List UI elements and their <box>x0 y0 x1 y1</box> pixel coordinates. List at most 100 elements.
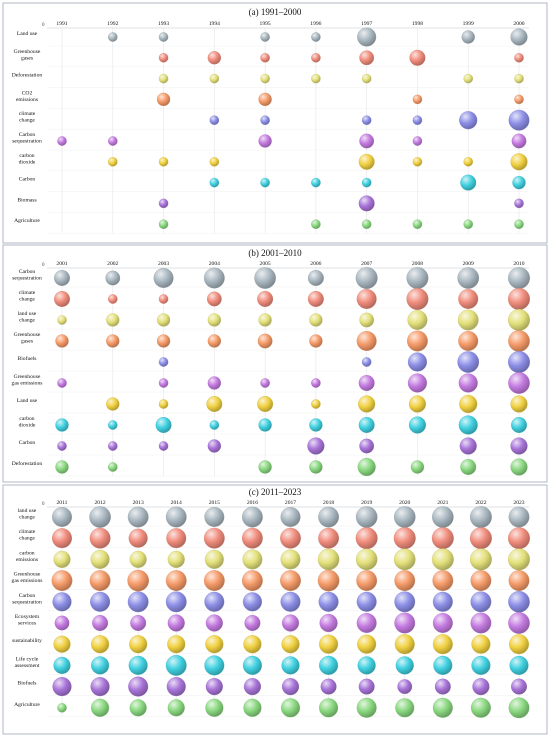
column-label: 2002 <box>107 261 118 267</box>
bubble-mark <box>458 331 479 351</box>
bubble-mark <box>53 635 71 653</box>
bubble-mark <box>412 157 423 167</box>
bubble-mark <box>158 157 169 167</box>
panel-frame <box>2 244 548 483</box>
bubble-mark <box>463 73 473 84</box>
panel-frame <box>2 484 548 735</box>
bubble-mark <box>57 441 67 451</box>
bubble-mark <box>406 288 429 310</box>
row-label: carbon <box>19 153 34 159</box>
bubble-mark <box>242 570 263 591</box>
bubble-mark <box>90 677 110 697</box>
bubble-mark <box>57 378 67 388</box>
bubble-mark <box>108 294 118 304</box>
bubble-mark <box>457 351 479 373</box>
bubble-mark <box>242 592 262 612</box>
column-label: 2016 <box>247 500 258 506</box>
bubble-mark <box>281 614 300 632</box>
bubble-mark <box>309 460 323 474</box>
bubble-mark <box>432 570 454 591</box>
bubble-mark <box>357 634 377 654</box>
bubble-mark <box>309 313 323 327</box>
bubble-mark <box>393 548 416 571</box>
bubble-mark <box>243 678 261 696</box>
bubble-mark <box>167 614 185 632</box>
bubble-mark <box>260 73 270 84</box>
bubble-mark <box>470 612 492 634</box>
row-label: climate <box>19 529 36 535</box>
bubble-mark <box>356 697 377 718</box>
row-label: gas emissions <box>12 578 43 584</box>
bubble-mark <box>508 506 530 528</box>
column-label: 2020 <box>399 500 410 506</box>
bubble-mark <box>209 73 220 84</box>
bubble-mark <box>165 506 187 528</box>
bubble-mark <box>52 528 72 549</box>
row-label: change <box>19 318 35 324</box>
chart-panel-1: (b) 2001–2010 0 2001 2002 2003 2004 2005 2006 20… <box>2 244 548 483</box>
bubble-mark <box>319 698 339 718</box>
bubble-mark <box>407 352 427 372</box>
row-label: Life cycle <box>16 655 39 662</box>
bubble-mark <box>258 418 272 432</box>
bubble-mark <box>320 678 337 695</box>
bubble-mark <box>281 678 300 696</box>
bubble-mark <box>167 550 185 568</box>
bubble-mark <box>407 330 428 352</box>
bubble-mark <box>280 507 301 527</box>
bubble-mark <box>128 655 148 675</box>
bubble-mark <box>397 679 413 694</box>
bubble-mark <box>242 527 263 549</box>
row-label: sustainability <box>12 638 42 644</box>
row-label: climate <box>19 111 36 117</box>
bubble-mark <box>280 549 301 570</box>
bubble-mark <box>510 437 528 455</box>
bubble-mark <box>459 394 478 414</box>
bubble-mark <box>207 439 221 453</box>
row-label: Biofuels <box>18 680 37 687</box>
bubble-mark <box>509 655 529 675</box>
bubble-mark <box>130 615 147 631</box>
bubble-mark <box>458 373 478 393</box>
bubble-mark <box>280 570 301 591</box>
bubble-mark <box>244 615 261 631</box>
row-label: dioxide <box>19 159 36 165</box>
row-label: gas emissions <box>12 381 43 387</box>
row-label: Ecosystem <box>15 614 40 620</box>
bubble-mark <box>205 614 223 632</box>
bubble-mark <box>207 376 221 390</box>
bubble-mark <box>207 334 221 348</box>
bubble-mark <box>361 73 372 84</box>
bubble-mark <box>89 506 111 528</box>
bubble-mark <box>90 591 111 612</box>
bubble-mark <box>309 334 323 348</box>
bubble-mark <box>514 219 524 229</box>
row-label: Biofuels <box>18 355 37 362</box>
bubble-mark <box>129 635 148 654</box>
bubble-mark <box>514 73 524 84</box>
bubble-mark <box>91 656 110 675</box>
bubble-mark <box>359 133 375 149</box>
bubble-mark <box>318 506 339 528</box>
column-label: 2014 <box>171 500 182 506</box>
bubble-mark <box>57 136 67 146</box>
bubble-mark <box>432 697 453 718</box>
column-label: 2015 <box>209 500 220 506</box>
bubble-mark <box>165 591 187 613</box>
panel-title: (b) 2001–2010 <box>248 248 302 258</box>
bubble-mark <box>469 506 492 528</box>
bubble-mark <box>412 115 423 125</box>
bubble-mark <box>410 460 425 474</box>
column-label: 2008 <box>412 261 423 267</box>
bubble-mark <box>358 417 375 433</box>
axis-zero-label: 0 <box>42 502 45 507</box>
bubble-mark <box>209 115 220 125</box>
bubble-mark <box>508 309 530 331</box>
bubble-mark <box>153 268 174 288</box>
bubble-mark <box>242 506 263 528</box>
bubble-mark <box>407 373 427 393</box>
bubble-mark <box>158 32 169 42</box>
bubble-mark <box>254 267 276 289</box>
bubble-mark <box>355 506 378 528</box>
